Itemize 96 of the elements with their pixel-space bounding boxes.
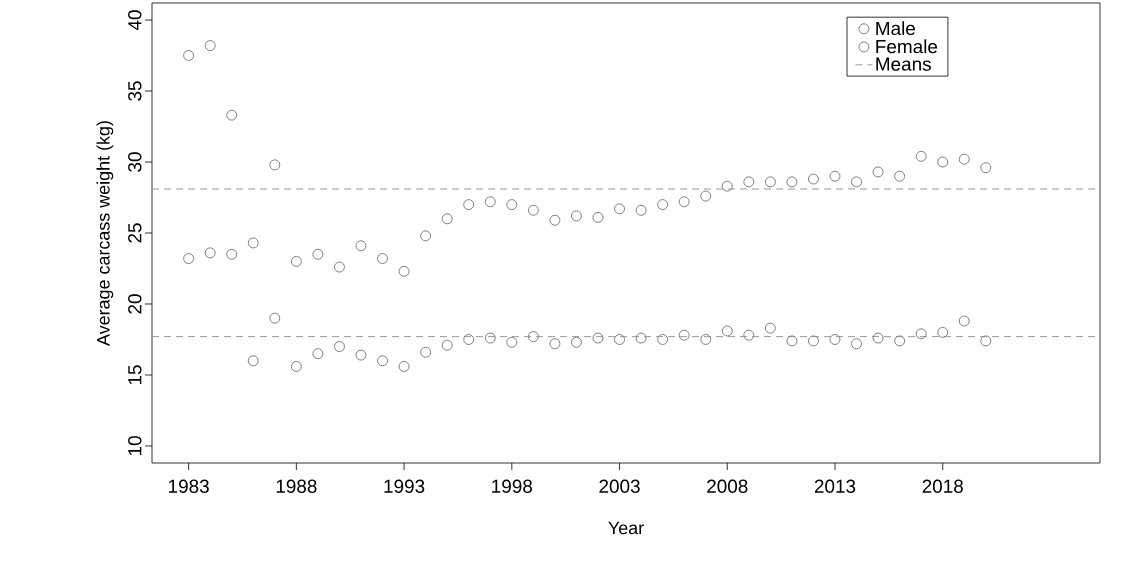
point xyxy=(807,335,819,347)
point xyxy=(743,329,755,341)
point xyxy=(484,332,496,344)
point xyxy=(721,325,733,337)
x-tick-label: 1998 xyxy=(492,479,533,493)
legend-label: Means xyxy=(876,57,931,71)
point xyxy=(592,211,604,223)
point xyxy=(657,199,669,211)
point xyxy=(204,247,216,259)
point xyxy=(635,204,647,216)
y-tick-label: 20 xyxy=(128,294,142,314)
point xyxy=(183,253,195,265)
point xyxy=(614,333,626,345)
point xyxy=(506,199,518,211)
y-tick-label: 30 xyxy=(128,152,142,172)
point xyxy=(290,255,302,267)
point xyxy=(786,176,798,188)
point xyxy=(398,360,410,372)
point xyxy=(226,248,238,260)
point xyxy=(484,196,496,208)
point xyxy=(269,159,281,171)
y-tick-label: 40 xyxy=(128,10,142,31)
point xyxy=(894,335,906,347)
point xyxy=(333,341,345,353)
point xyxy=(269,312,281,324)
point xyxy=(700,190,712,202)
point xyxy=(355,349,367,361)
point xyxy=(247,355,259,367)
y-axis-title: Average carcass weight (kg) xyxy=(96,121,114,346)
point xyxy=(592,332,604,344)
point xyxy=(958,153,970,165)
point xyxy=(937,326,949,338)
y-tick-label: 35 xyxy=(128,81,142,101)
point xyxy=(333,261,345,273)
point xyxy=(377,355,389,367)
point xyxy=(247,237,259,249)
point xyxy=(764,176,776,188)
point xyxy=(463,199,475,211)
point xyxy=(743,176,755,188)
point xyxy=(678,196,690,208)
point xyxy=(355,240,367,252)
point xyxy=(183,50,195,62)
x-axis-title: Year xyxy=(608,521,644,535)
point xyxy=(312,248,324,260)
point xyxy=(441,339,453,351)
point xyxy=(872,166,884,178)
point xyxy=(915,150,927,162)
x-tick-label: 1988 xyxy=(276,479,317,493)
point xyxy=(441,213,453,225)
y-tick-label: 10 xyxy=(128,436,142,456)
point xyxy=(786,335,798,347)
point xyxy=(700,333,712,345)
point xyxy=(678,329,690,341)
point xyxy=(570,336,582,348)
point xyxy=(398,265,410,277)
x-tick-label: 1993 xyxy=(384,479,425,493)
point xyxy=(290,360,302,372)
legend-label: Male xyxy=(876,21,915,36)
point xyxy=(549,338,561,350)
point xyxy=(958,315,970,327)
point xyxy=(980,335,992,347)
point xyxy=(463,333,475,345)
point xyxy=(527,331,539,343)
point xyxy=(829,170,841,182)
point xyxy=(721,180,733,192)
point xyxy=(764,322,776,334)
y-tick-label: 15 xyxy=(128,365,142,385)
point xyxy=(527,204,539,216)
point xyxy=(377,253,389,265)
point xyxy=(872,332,884,344)
point xyxy=(915,328,927,340)
point xyxy=(204,40,216,52)
x-tick-label: 2003 xyxy=(599,479,640,493)
point xyxy=(980,162,992,174)
point xyxy=(549,214,561,226)
point xyxy=(635,332,647,344)
y-tick-label: 25 xyxy=(128,223,142,243)
x-tick-label: 1983 xyxy=(169,479,209,493)
point xyxy=(829,333,841,345)
x-tick-label: 2013 xyxy=(814,479,856,493)
point xyxy=(312,348,324,360)
point xyxy=(420,230,432,242)
point xyxy=(851,338,863,350)
point xyxy=(570,210,582,222)
point xyxy=(614,203,626,215)
point xyxy=(937,156,949,168)
point xyxy=(894,170,906,182)
x-tick-label: 2008 xyxy=(707,479,748,493)
point xyxy=(506,336,518,348)
point xyxy=(226,109,238,121)
point xyxy=(807,173,819,185)
legend-label: Female xyxy=(876,39,938,54)
point xyxy=(420,346,432,358)
point xyxy=(851,176,863,188)
x-tick-label: 2018 xyxy=(922,479,963,493)
point xyxy=(657,333,669,345)
